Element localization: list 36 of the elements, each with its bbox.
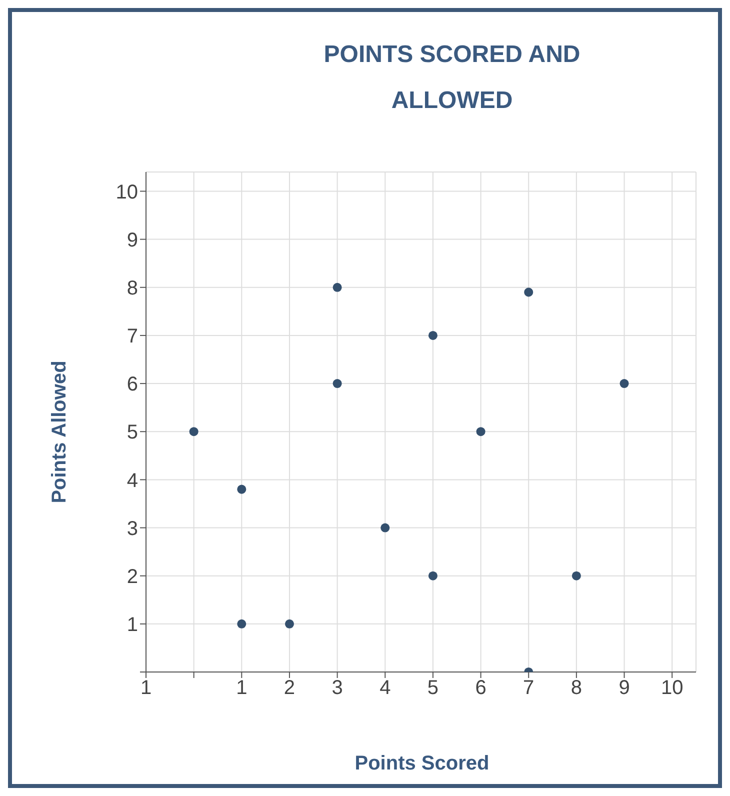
x-axis-title: Points Scored <box>354 752 490 776</box>
point <box>284 619 294 628</box>
point <box>332 282 342 292</box>
y-tick-label: 4 <box>126 470 138 492</box>
y-tick-label: 2 <box>126 566 138 588</box>
y-tick-label: 9 <box>126 229 138 252</box>
x-tick-label: 9 <box>618 677 630 700</box>
point <box>524 288 534 297</box>
chart-title: POINTS SCORED AND ALLOWED <box>322 40 582 116</box>
x-tick-label: 10 <box>660 677 684 700</box>
y-axis-title: Points Allowed <box>48 360 72 504</box>
x-tick-label: 3 <box>332 677 343 700</box>
point <box>332 379 342 388</box>
y-tick-label: 5 <box>126 422 138 444</box>
x-tick-label: 6 <box>475 677 486 700</box>
point <box>237 484 246 494</box>
point <box>428 571 438 580</box>
y-tick-label: 10 <box>116 181 138 204</box>
y-tick-label: 6 <box>126 374 138 396</box>
y-tick-label: 8 <box>126 277 138 300</box>
x-tick-label: 8 <box>570 677 582 700</box>
y-tick-label: 7 <box>126 326 138 348</box>
y-tick-label: 3 <box>126 518 138 540</box>
x-tick-label: 5 <box>427 677 439 700</box>
point <box>380 523 390 532</box>
x-tick-label: 2 <box>284 677 296 700</box>
y-tick-label: 1 <box>126 614 138 636</box>
point <box>476 427 486 436</box>
point <box>237 619 246 628</box>
x-tick-label: 7 <box>523 677 534 700</box>
point <box>572 571 581 580</box>
point <box>189 427 198 436</box>
point <box>620 379 629 388</box>
point <box>428 330 438 340</box>
x-tick-label: 4 <box>380 677 391 700</box>
x-tick-label: 1 <box>236 677 248 700</box>
